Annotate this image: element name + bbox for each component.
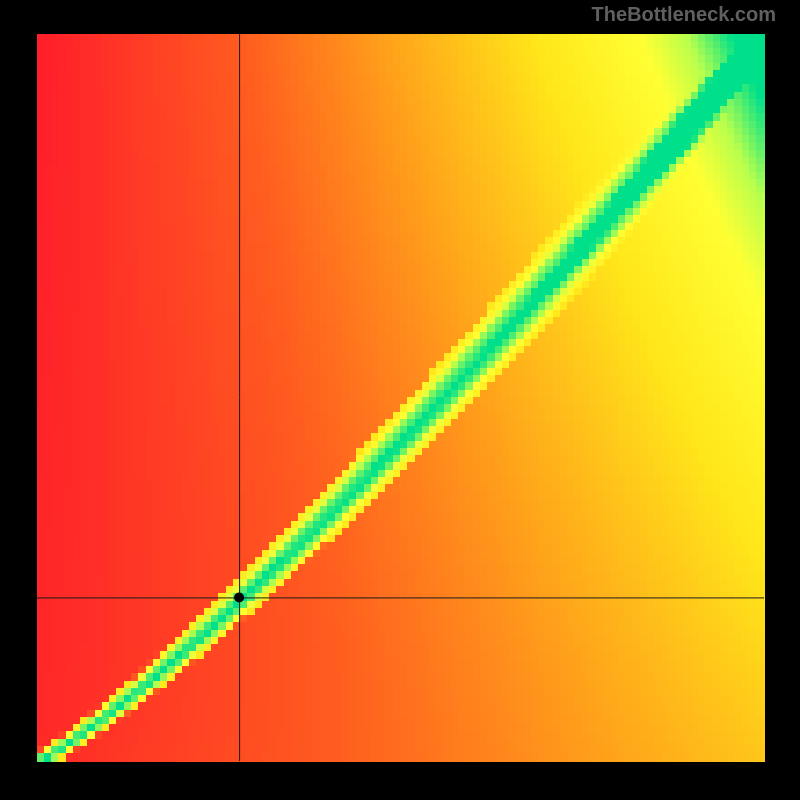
bottleneck-heatmap [0,0,800,800]
chart-container: TheBottleneck.com [0,0,800,800]
watermark-label: TheBottleneck.com [592,4,776,27]
